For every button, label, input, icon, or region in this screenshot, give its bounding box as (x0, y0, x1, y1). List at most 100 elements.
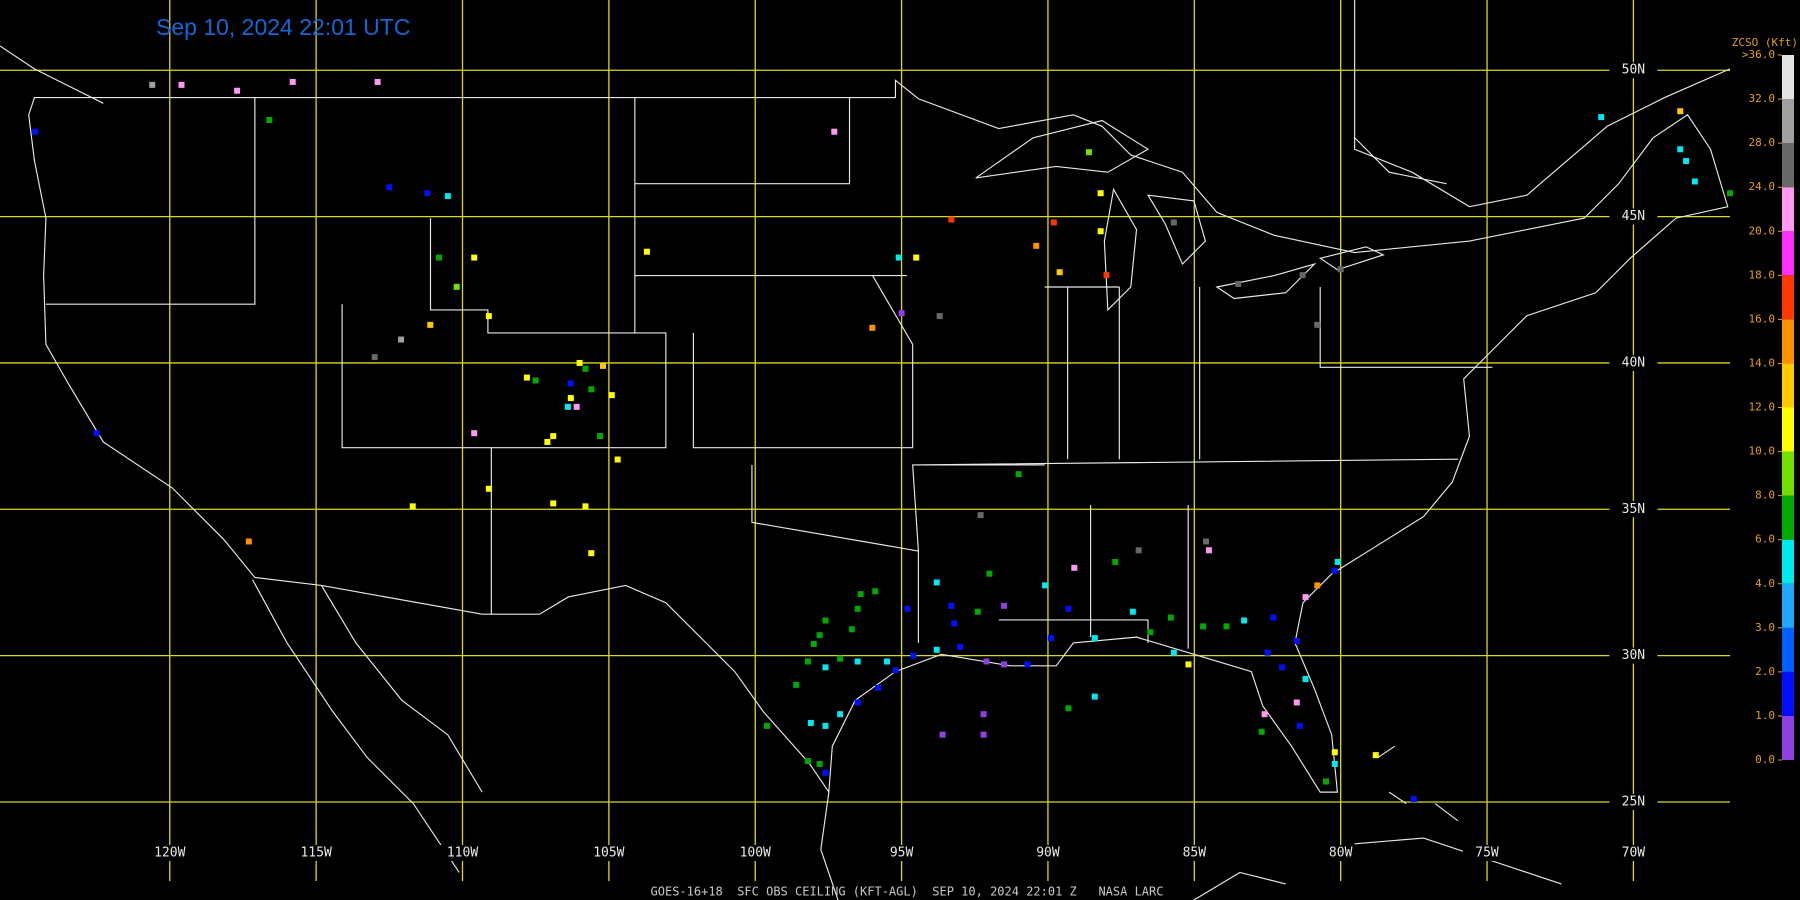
station-obs (1302, 594, 1309, 601)
station-obs (1223, 623, 1230, 630)
grid-labels: 50N 45N 40N 35N 30N 25N 120W 115W 110W 105W 100W 95… (145, 62, 1658, 861)
label-backing (1609, 793, 1658, 810)
station-obs (1683, 157, 1690, 164)
station-obs (485, 313, 492, 320)
label-backing (1609, 501, 1658, 518)
station-obs (793, 681, 800, 688)
station-obs (1302, 676, 1309, 683)
lon-tick-label: 110W (447, 846, 478, 861)
lat-tick-label: 35N (1622, 502, 1645, 517)
station-obs (1677, 146, 1684, 153)
station-obs (234, 87, 241, 94)
station-obs (957, 643, 964, 650)
station-obs (1047, 635, 1054, 642)
station-obs (582, 503, 589, 510)
station-obs (567, 395, 574, 402)
station-obs (898, 310, 905, 317)
label-backing (877, 845, 926, 861)
station-obs (822, 722, 829, 729)
station-obs (1279, 664, 1286, 671)
colorbar-swatch (1782, 363, 1794, 408)
colorbar-swatch (1782, 495, 1794, 540)
station-obs (1293, 699, 1300, 706)
station-obs (1331, 567, 1338, 574)
station-obs (1042, 582, 1049, 589)
station-obs (831, 128, 838, 135)
station-obs (854, 605, 861, 612)
station-obs (444, 193, 451, 200)
station-obs (1135, 547, 1142, 554)
station-obs (1331, 749, 1338, 756)
label-backing (145, 845, 194, 861)
station-obs (875, 684, 882, 691)
station-obs (1033, 242, 1040, 249)
station-obs (1001, 602, 1008, 609)
station-obs (1071, 564, 1078, 571)
station-obs (573, 403, 580, 410)
station-obs (544, 438, 551, 445)
colorbar-tick-label: 4.0 (1755, 577, 1775, 590)
station-obs (1065, 605, 1072, 612)
station-obs (597, 433, 604, 440)
station-obs (178, 81, 185, 88)
colorbar-tick-label: 6.0 (1755, 533, 1775, 546)
station-obs (804, 658, 811, 665)
station-obs (1170, 649, 1177, 656)
station-obs (1372, 752, 1379, 759)
colorbar-tick-label: 24.0 (1749, 180, 1776, 193)
station-obs (1112, 558, 1119, 565)
lon-tick-label: 100W (740, 846, 771, 861)
label-backing (438, 845, 487, 861)
station-obs (974, 608, 981, 615)
station-obs (564, 403, 571, 410)
station-obs (1727, 190, 1733, 197)
lat-tick-label: 45N (1622, 209, 1645, 224)
station-obs (1129, 608, 1136, 615)
colorbar-swatch (1782, 319, 1794, 364)
station-obs (471, 430, 478, 437)
lat-tick-label: 25N (1622, 794, 1645, 809)
label-backing (1609, 354, 1658, 371)
colorbar-swatch (1782, 55, 1794, 100)
station-obs (1334, 558, 1341, 565)
station-obs (643, 248, 650, 255)
station-obs (409, 503, 416, 510)
station-obs (1091, 635, 1098, 642)
station-obs (427, 321, 434, 328)
us-outline (28, 79, 1729, 794)
station-obs (550, 433, 557, 440)
station-obs (848, 626, 855, 633)
station-obs (1691, 178, 1698, 185)
colorbar: 0.0 1.0 2.0 3.0 4.0 6.0 8.0 10.0 12.0 14.0 16.0 18.… (1742, 48, 1794, 766)
station-obs (1296, 722, 1303, 729)
colorbar-swatch (1782, 451, 1794, 496)
station-obs (1167, 614, 1174, 621)
station-obs (523, 374, 530, 381)
station-obs (933, 579, 940, 586)
colorbar-title: ZCSO (Kft) (1732, 36, 1798, 49)
station-obs (892, 667, 899, 674)
graticule (0, 0, 1730, 881)
colorbar-tick-label: 1.0 (1755, 709, 1775, 722)
colorbar-tick-label: 18.0 (1749, 268, 1776, 281)
station-obs (1410, 796, 1417, 803)
station-obs (588, 550, 595, 557)
title: Sep 10, 2024 22:01 UTC (156, 14, 410, 40)
colorbar-tick-label: 16.0 (1749, 312, 1776, 325)
label-backing (1023, 845, 1072, 861)
colorbar-swatch (1782, 99, 1794, 144)
station-obs (550, 500, 557, 507)
station-obs (1103, 272, 1110, 279)
station-obs (854, 658, 861, 665)
station-obs (471, 254, 478, 261)
colorbar-swatch (1782, 715, 1794, 760)
lat-tick-label: 30N (1622, 648, 1645, 663)
colorbar-swatch (1782, 627, 1794, 672)
colorbar-tick-label: 2.0 (1755, 665, 1775, 678)
lon-tick-label: 75W (1475, 846, 1499, 861)
station-obs (1056, 269, 1063, 276)
station-obs (266, 117, 273, 124)
